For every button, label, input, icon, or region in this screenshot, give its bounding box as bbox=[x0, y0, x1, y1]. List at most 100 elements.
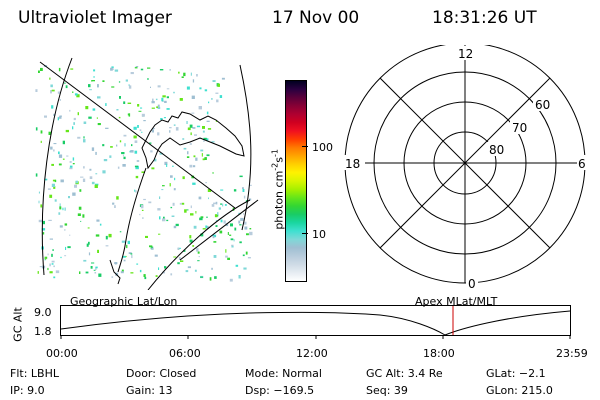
emission-pixel bbox=[242, 254, 245, 257]
emission-pixel bbox=[57, 91, 61, 94]
emission-pixel bbox=[178, 257, 181, 260]
emission-pixel bbox=[79, 189, 82, 192]
emission-pixel bbox=[227, 257, 230, 260]
emission-pixel bbox=[64, 207, 66, 211]
emission-pixel bbox=[243, 195, 246, 199]
emission-pixel bbox=[54, 179, 57, 183]
emission-pixel bbox=[149, 142, 152, 144]
emission-pixel bbox=[47, 267, 49, 271]
emission-pixel bbox=[80, 176, 84, 178]
emission-pixel bbox=[135, 165, 139, 170]
emission-pixel bbox=[39, 266, 43, 268]
emission-pixel bbox=[67, 246, 71, 249]
emission-pixel bbox=[227, 232, 229, 235]
latitude-line bbox=[147, 199, 251, 290]
emission-pixel bbox=[49, 194, 53, 198]
emission-pixel bbox=[163, 216, 165, 219]
emission-pixel bbox=[248, 184, 252, 186]
emission-pixel bbox=[245, 251, 248, 255]
emission-pixel bbox=[58, 116, 62, 119]
emission-pixel bbox=[133, 126, 137, 130]
emission-pixel bbox=[72, 91, 74, 93]
emission-pixel bbox=[189, 164, 193, 168]
emission-pixel bbox=[91, 80, 95, 82]
emission-pixel bbox=[105, 127, 109, 129]
emission-pixel bbox=[75, 180, 78, 184]
emission-pixel bbox=[40, 140, 42, 143]
emission-pixel bbox=[123, 156, 126, 160]
emission-pixel bbox=[40, 130, 43, 134]
emission-pixel bbox=[225, 255, 228, 258]
emission-pixel bbox=[242, 187, 244, 189]
emission-pixel bbox=[200, 276, 204, 278]
emission-pixel bbox=[110, 146, 113, 148]
emission-pixel bbox=[128, 252, 132, 254]
emission-pixel bbox=[134, 67, 138, 69]
emission-pixel bbox=[53, 113, 56, 116]
emission-pixel bbox=[95, 234, 100, 237]
emission-pixel bbox=[177, 247, 180, 250]
emission-pixel bbox=[211, 98, 213, 100]
emission-pixel bbox=[157, 85, 161, 88]
instrument-title: Ultraviolet Imager bbox=[18, 8, 172, 28]
emission-pixel bbox=[144, 276, 147, 280]
emission-pixel bbox=[52, 179, 56, 182]
emission-pixel bbox=[154, 158, 157, 162]
emission-pixel bbox=[214, 214, 218, 218]
emission-pixel bbox=[140, 107, 143, 109]
emission-pixel bbox=[216, 99, 219, 103]
emission-pixel bbox=[77, 213, 81, 216]
emission-pixel bbox=[116, 109, 119, 111]
emission-pixel bbox=[42, 232, 45, 235]
emission-pixel bbox=[93, 76, 95, 78]
emission-pixel bbox=[249, 198, 252, 201]
emission-pixel bbox=[200, 233, 204, 237]
emission-pixel bbox=[195, 211, 197, 214]
emission-pixel bbox=[40, 67, 43, 71]
emission-pixel bbox=[102, 144, 105, 147]
emission-pixel bbox=[94, 184, 98, 188]
emission-pixel bbox=[194, 134, 197, 136]
emission-pixel bbox=[247, 257, 251, 259]
emission-pixel bbox=[51, 253, 53, 257]
emission-pixel bbox=[108, 233, 112, 238]
emission-pixel bbox=[139, 129, 142, 132]
emission-pixel bbox=[209, 277, 212, 281]
emission-pixel bbox=[169, 69, 171, 71]
emission-pixel bbox=[115, 262, 117, 265]
emission-pixel bbox=[125, 79, 128, 82]
emission-pixel bbox=[183, 249, 186, 252]
emission-pixel bbox=[186, 86, 190, 90]
longitude-line bbox=[239, 64, 252, 231]
emission-pixel bbox=[119, 231, 122, 233]
emission-pixel bbox=[49, 238, 53, 240]
emission-pixel bbox=[121, 240, 126, 243]
timeline-xtick: 23:59 bbox=[556, 347, 588, 360]
emission-pixel bbox=[192, 127, 196, 129]
emission-pixel bbox=[88, 116, 92, 119]
emission-pixel bbox=[173, 256, 177, 258]
emission-pixel bbox=[60, 256, 62, 259]
emission-pixel bbox=[175, 223, 179, 227]
timeline-ytick-bottom: 1.8 bbox=[34, 325, 52, 338]
emission-pixel bbox=[206, 154, 210, 157]
emission-pixel bbox=[68, 196, 70, 199]
emission-pixel bbox=[109, 155, 112, 158]
emission-pixel bbox=[239, 241, 242, 244]
emission-pixel bbox=[141, 171, 145, 173]
emission-pixel bbox=[52, 249, 54, 251]
emission-pixel bbox=[62, 158, 65, 160]
emission-pixel bbox=[143, 120, 146, 122]
emission-pixel bbox=[38, 200, 40, 204]
emission-pixel bbox=[69, 161, 72, 163]
emission-pixel bbox=[169, 127, 172, 129]
emission-pixel bbox=[73, 117, 76, 121]
time-label: 18:31:26 UT bbox=[432, 8, 537, 28]
emission-pixel bbox=[223, 220, 226, 224]
gcalt-info: GC Alt: 3.4 Re bbox=[366, 367, 443, 380]
emission-pixel bbox=[49, 271, 53, 274]
emission-pixel bbox=[69, 234, 71, 236]
emission-pixel bbox=[243, 213, 245, 215]
emission-pixel bbox=[128, 85, 132, 89]
emission-pixel bbox=[117, 166, 120, 169]
